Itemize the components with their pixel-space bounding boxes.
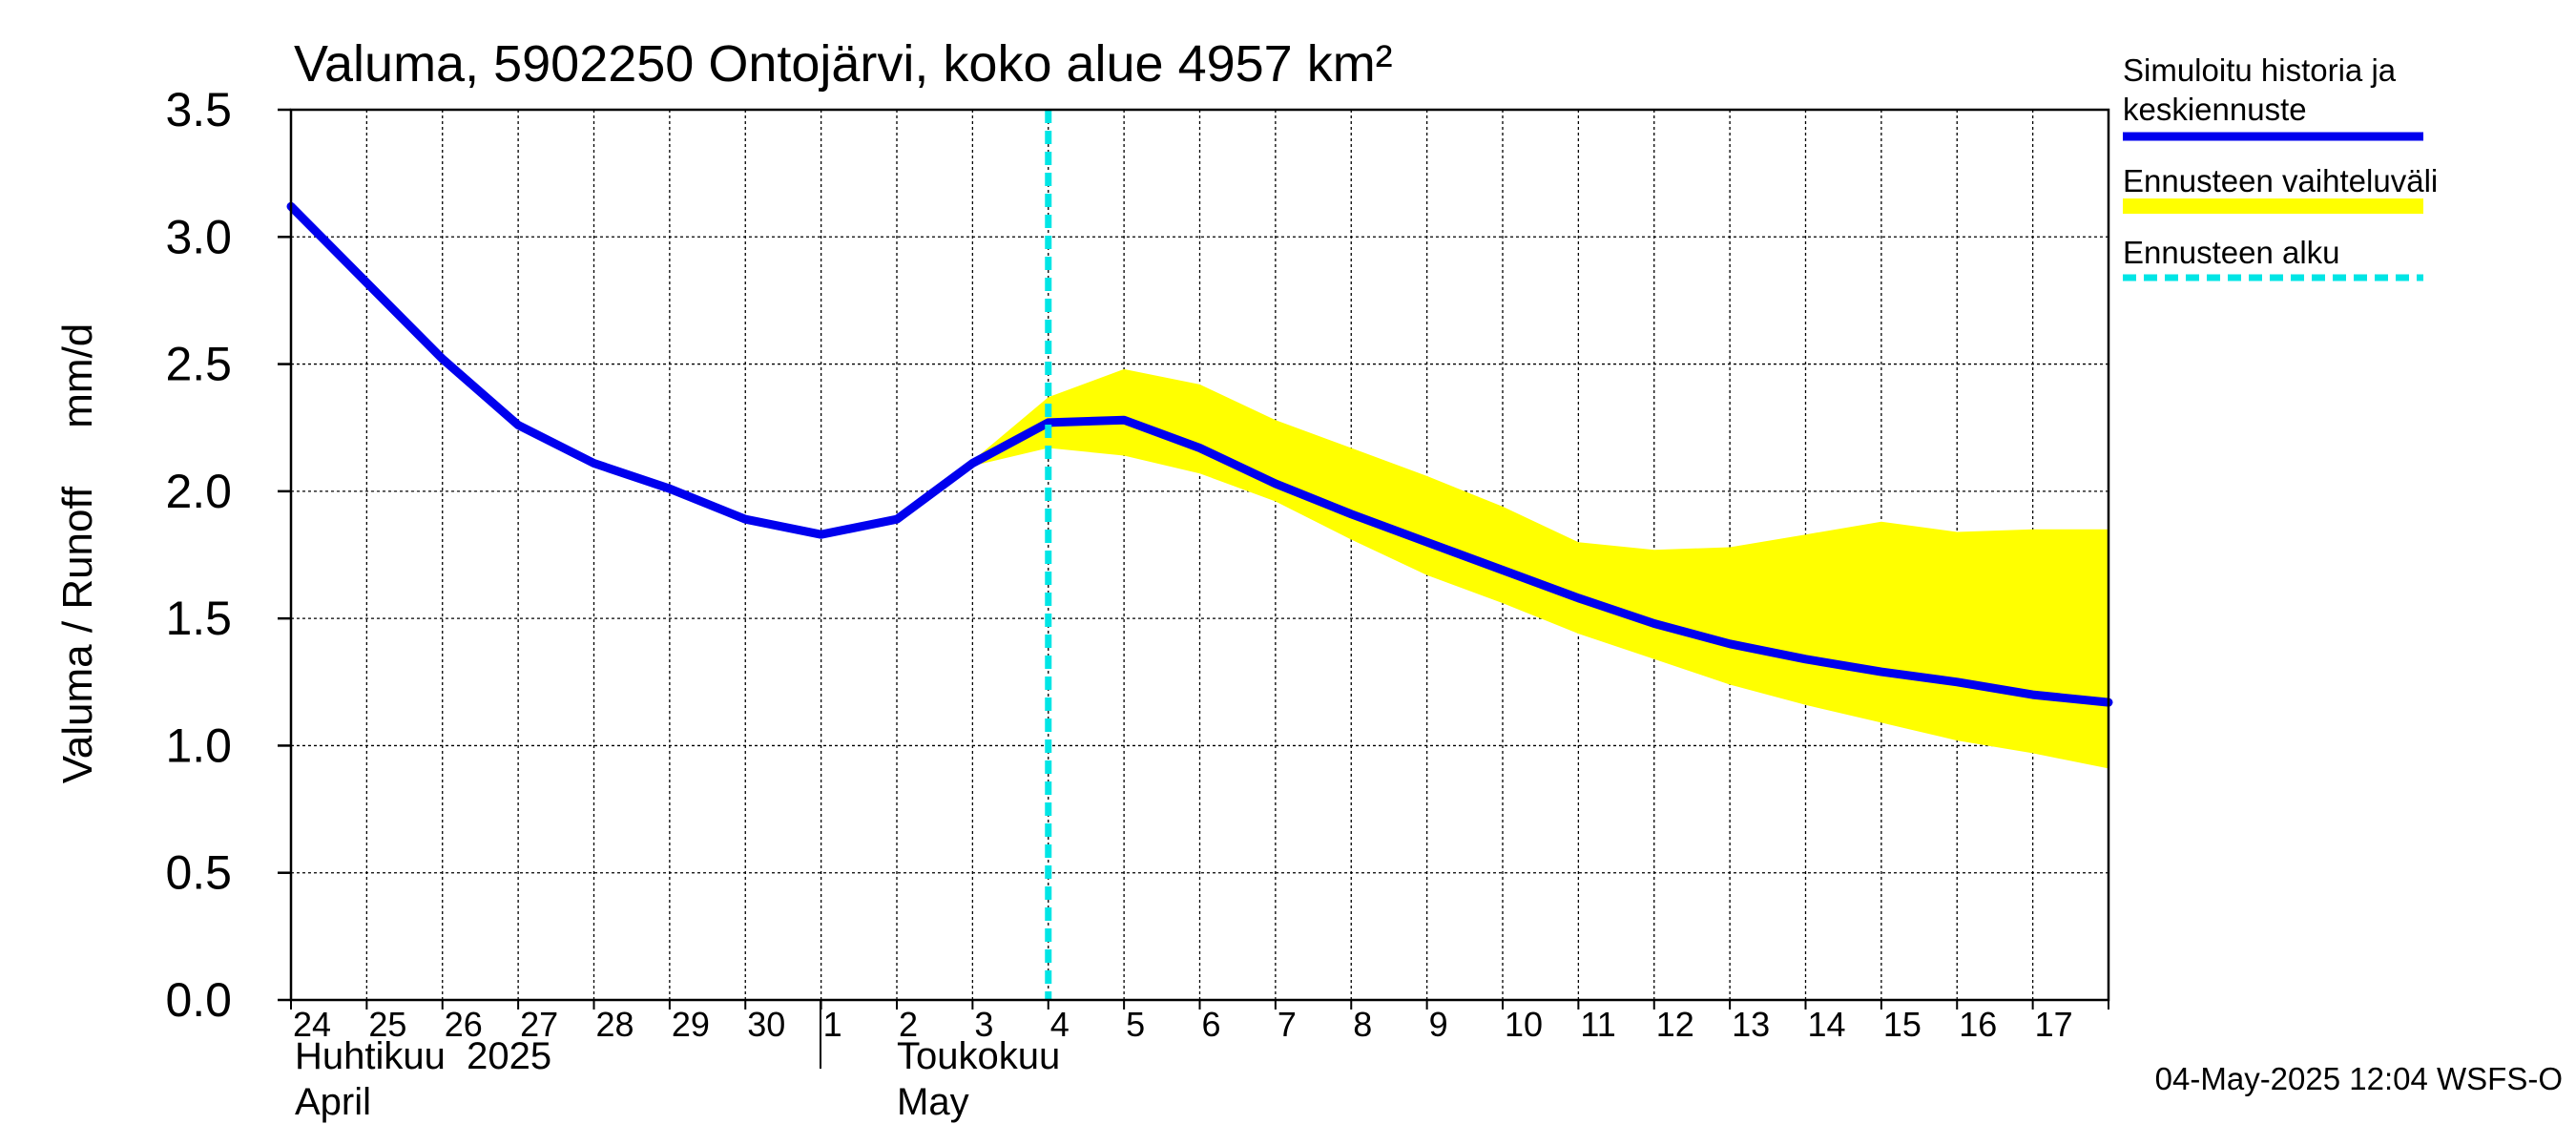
chart-title: Valuma, 5902250 Ontojärvi, koko alue 495… <box>294 35 1393 93</box>
y-tick-label: 0.5 <box>165 846 232 900</box>
simulated-history-line <box>286 201 2113 707</box>
x-tick-label: 15 <box>1883 1005 1922 1044</box>
x-tick-label: 14 <box>1808 1005 1846 1044</box>
x-tick-label: 27 <box>520 1005 558 1044</box>
x-tick-label: 12 <box>1656 1005 1694 1044</box>
legend-label-forecast-start: Ennusteen alku <box>2123 235 2340 270</box>
x-tick-label: 4 <box>1050 1005 1070 1044</box>
y-tick-label: 1.5 <box>165 592 232 645</box>
x-tick-label: 25 <box>368 1005 406 1044</box>
x-axis-ticks: 24 25 26 27 28 29 30 1 2 3 4 5 6 7 8 9 10 11 12 13 14 15 16 17 <box>290 1000 2109 1044</box>
month-label-may-fi: Toukokuu <box>897 1035 1060 1077</box>
y-axis-label: Valuma / Runoff mm/d <box>54 323 101 784</box>
month-label-april-en: April <box>295 1081 371 1123</box>
forecast-range-band <box>972 368 2109 769</box>
month-label-april-fi: Huhtikuu 2025 <box>295 1035 551 1077</box>
y-tick-label: 0.0 <box>165 973 232 1027</box>
y-tick-label: 3.5 <box>165 83 232 136</box>
x-tick-label: 24 <box>293 1005 331 1044</box>
y-tick-label: 1.0 <box>165 718 232 772</box>
x-tick-label: 16 <box>1959 1005 1997 1044</box>
x-tick-label: 26 <box>445 1005 483 1044</box>
x-tick-label: 1 <box>823 1005 842 1044</box>
x-tick-label: 29 <box>672 1005 710 1044</box>
x-tick-label: 13 <box>1732 1005 1770 1044</box>
legend-label-range: Ennusteen vaihteluväli <box>2123 163 2438 198</box>
x-tick-label: 10 <box>1505 1005 1543 1044</box>
legend-label-simulated: Simuloitu historia ja <box>2123 52 2397 88</box>
x-tick-label: 11 <box>1580 1005 1615 1044</box>
month-label-may-en: May <box>897 1081 969 1123</box>
legend: Simuloitu historia ja keskiennuste Ennus… <box>2123 52 2438 281</box>
footer-timestamp: 04-May-2025 12:04 WSFS-O <box>2155 1061 2563 1096</box>
legend-label-simulated-2: keskiennuste <box>2123 92 2307 127</box>
x-tick-label: 9 <box>1429 1005 1448 1044</box>
x-tick-label: 5 <box>1126 1005 1145 1044</box>
x-tick-label: 2 <box>899 1005 918 1044</box>
y-tick-label: 2.0 <box>165 465 232 518</box>
x-tick-label: 17 <box>2035 1005 2073 1044</box>
y-axis-ticks: 0.0 0.5 1.0 1.5 2.0 2.5 3.0 3.5 <box>165 83 291 1027</box>
x-tick-label: 7 <box>1278 1005 1297 1044</box>
y-tick-label: 3.0 <box>165 210 232 263</box>
x-tick-label: 8 <box>1353 1005 1372 1044</box>
x-tick-label: 6 <box>1202 1005 1221 1044</box>
x-tick-label: 30 <box>747 1005 785 1044</box>
x-tick-label: 28 <box>596 1005 634 1044</box>
x-tick-label: 3 <box>974 1005 993 1044</box>
y-tick-label: 2.5 <box>165 338 232 391</box>
